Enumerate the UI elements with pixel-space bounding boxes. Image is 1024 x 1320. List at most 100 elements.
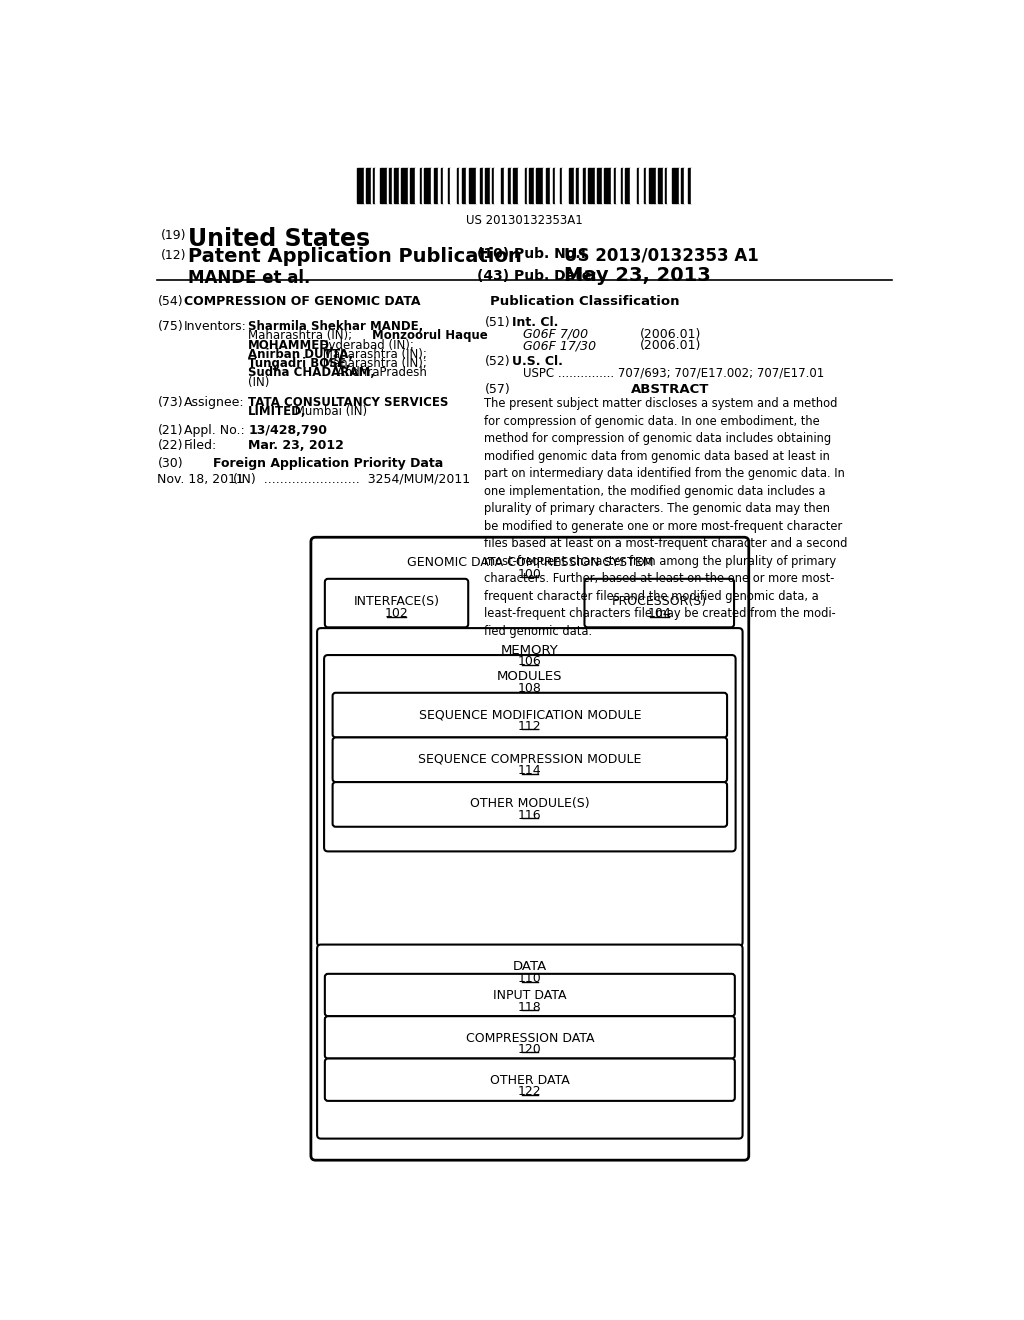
Bar xyxy=(389,168,391,203)
Bar xyxy=(511,168,513,203)
Bar xyxy=(555,168,560,203)
Bar xyxy=(681,168,684,203)
Bar xyxy=(408,168,411,203)
Bar xyxy=(443,168,447,203)
Text: (30): (30) xyxy=(158,457,183,470)
Bar xyxy=(482,168,485,203)
FancyBboxPatch shape xyxy=(325,579,468,627)
Text: (IN)  ........................  3254/MUM/2011: (IN) ........................ 3254/MUM/2… xyxy=(232,473,470,486)
Bar xyxy=(690,168,697,203)
Text: (10) Pub. No.:: (10) Pub. No.: xyxy=(477,247,586,261)
Bar xyxy=(672,168,679,203)
Text: (IN): (IN) xyxy=(248,376,269,388)
Bar xyxy=(637,168,639,203)
Text: Mar. 23, 2012: Mar. 23, 2012 xyxy=(248,440,344,453)
Text: (54): (54) xyxy=(158,296,183,309)
Bar xyxy=(493,168,495,203)
Bar xyxy=(630,168,637,203)
Bar xyxy=(371,168,373,203)
Text: US 2013/0132353 A1: US 2013/0132353 A1 xyxy=(563,247,759,265)
Text: MANDE et al.: MANDE et al. xyxy=(188,268,311,286)
Text: 116: 116 xyxy=(518,809,542,822)
Bar xyxy=(495,168,502,203)
Bar xyxy=(469,168,476,203)
Bar xyxy=(648,168,655,203)
Text: Int. Cl.: Int. Cl. xyxy=(512,317,558,329)
Bar xyxy=(415,168,420,203)
Bar xyxy=(569,168,573,203)
Bar xyxy=(434,168,438,203)
Text: Patent Application Publication: Patent Application Publication xyxy=(188,247,522,265)
Bar xyxy=(529,168,535,203)
Bar xyxy=(509,168,511,203)
Bar xyxy=(364,168,366,203)
Bar xyxy=(562,168,569,203)
Text: (2006.01): (2006.01) xyxy=(640,327,700,341)
Bar xyxy=(655,168,657,203)
FancyBboxPatch shape xyxy=(325,1059,735,1101)
Bar xyxy=(546,168,551,203)
Bar xyxy=(623,168,626,203)
Text: DATA: DATA xyxy=(513,960,547,973)
Text: COMPRESSION OF GENOMIC DATA: COMPRESSION OF GENOMIC DATA xyxy=(183,296,420,309)
Bar xyxy=(394,168,398,203)
Text: MOHAMMED,: MOHAMMED, xyxy=(248,339,335,351)
FancyBboxPatch shape xyxy=(333,693,727,738)
Bar xyxy=(644,168,646,203)
Bar xyxy=(422,168,424,203)
Bar xyxy=(577,168,579,203)
Text: Sudha CHADARAM,: Sudha CHADARAM, xyxy=(248,367,375,379)
Bar xyxy=(639,168,644,203)
Bar xyxy=(524,168,527,203)
Text: May 23, 2013: May 23, 2013 xyxy=(563,267,711,285)
Bar xyxy=(373,168,376,203)
Bar xyxy=(573,168,577,203)
Text: (12): (12) xyxy=(161,249,186,263)
Bar xyxy=(537,168,544,203)
Bar xyxy=(411,168,415,203)
Bar xyxy=(544,168,546,203)
Text: 120: 120 xyxy=(518,1043,542,1056)
Bar xyxy=(584,168,586,203)
Text: (51): (51) xyxy=(484,317,510,329)
Text: Anirban DUTTA,: Anirban DUTTA, xyxy=(248,348,353,360)
Bar xyxy=(553,168,555,203)
Text: Maharashtra (IN);: Maharashtra (IN); xyxy=(319,348,427,360)
Bar xyxy=(460,168,462,203)
Bar xyxy=(688,168,690,203)
Bar xyxy=(615,168,621,203)
Text: INTERFACE(S): INTERFACE(S) xyxy=(353,595,439,609)
Text: 102: 102 xyxy=(385,607,409,620)
Text: INPUT DATA: INPUT DATA xyxy=(494,989,566,1002)
Text: (75): (75) xyxy=(158,321,183,333)
Bar xyxy=(679,168,681,203)
Bar xyxy=(485,168,489,203)
Text: 100: 100 xyxy=(518,568,542,581)
Text: The present subject matter discloses a system and a method
for compression of ge: The present subject matter discloses a s… xyxy=(484,397,848,638)
Bar xyxy=(391,168,394,203)
Text: (73): (73) xyxy=(158,396,183,409)
Bar xyxy=(451,168,457,203)
Bar xyxy=(588,168,595,203)
FancyBboxPatch shape xyxy=(333,738,727,781)
FancyBboxPatch shape xyxy=(317,628,742,946)
Text: (2006.01): (2006.01) xyxy=(640,339,700,352)
Text: ABSTRACT: ABSTRACT xyxy=(632,383,710,396)
Bar xyxy=(560,168,562,203)
FancyBboxPatch shape xyxy=(333,781,727,826)
Bar xyxy=(663,168,665,203)
Bar xyxy=(398,168,401,203)
Bar xyxy=(597,168,602,203)
Text: Foreign Application Priority Data: Foreign Application Priority Data xyxy=(213,457,443,470)
Text: MODULES: MODULES xyxy=(497,671,562,684)
Bar xyxy=(535,168,537,203)
Text: Hyderabad (IN);: Hyderabad (IN); xyxy=(316,339,414,351)
Text: PROCESSOR(S): PROCESSOR(S) xyxy=(611,595,707,609)
Text: United States: United States xyxy=(188,227,371,251)
Bar xyxy=(356,168,364,203)
Bar xyxy=(466,168,469,203)
Bar xyxy=(376,168,380,203)
Text: Tungadri BOSE,: Tungadri BOSE, xyxy=(248,358,350,370)
Text: 122: 122 xyxy=(518,1085,542,1098)
Text: Publication Classification: Publication Classification xyxy=(490,296,680,309)
